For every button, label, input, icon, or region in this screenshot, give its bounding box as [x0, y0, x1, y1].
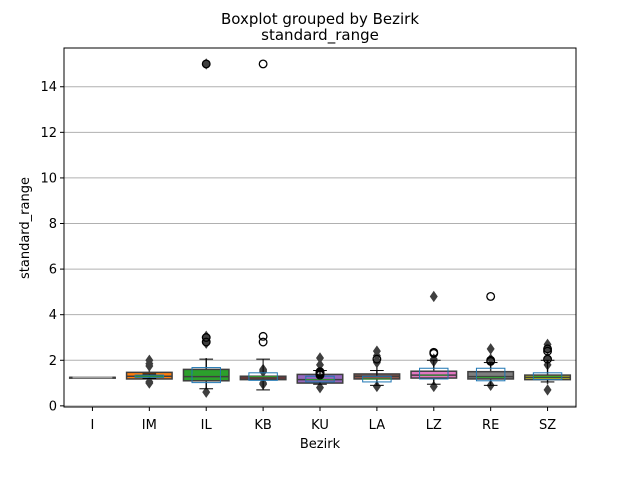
x-tick-label: KB — [254, 418, 271, 433]
pandas-box — [419, 367, 449, 380]
pandas-flier — [315, 367, 325, 377]
seaborn-flier — [202, 386, 211, 398]
pandas-flier — [429, 347, 439, 357]
pandas-box-group — [362, 354, 392, 386]
pandas-flier — [258, 59, 268, 69]
axis-layer: 0 2 4 6 8 10 12 14 I IM IL KB KU LA LZ RE SZ — [40, 80, 556, 433]
y-tick-label: 0 — [49, 399, 57, 414]
y-tick-label: 10 — [40, 171, 57, 186]
pandas-box-group — [134, 373, 165, 380]
seaborn-box-group — [467, 343, 515, 392]
chart-suptitle: Boxplot grouped by Bezirk — [221, 10, 419, 28]
x-tick-label: IM — [142, 418, 157, 433]
pandas-flier — [372, 354, 382, 364]
seaborn-flier — [316, 352, 324, 364]
seaborn-flier — [145, 354, 154, 366]
seaborn-box-group — [125, 354, 173, 389]
x-tick-label: RE — [482, 418, 499, 433]
seaborn-flier — [486, 343, 495, 355]
pandas-box-group — [191, 59, 221, 390]
x-tick-label: KU — [311, 418, 329, 433]
seaborn-box — [467, 370, 515, 380]
x-tick-label: IL — [201, 418, 213, 433]
pandas-flier — [543, 344, 553, 354]
seaborn-flier — [429, 290, 438, 303]
seaborn-flier — [316, 381, 324, 394]
y-tick-label: 12 — [40, 126, 57, 141]
pandas-box-group — [475, 292, 506, 386]
x-tick-label: LZ — [426, 418, 442, 433]
pandas-flier — [486, 355, 496, 365]
y-tick-label: 4 — [49, 308, 57, 323]
chart-title: standard_range — [261, 26, 379, 45]
x-tick-label: SZ — [539, 418, 556, 433]
y-tick-label: 6 — [49, 263, 57, 278]
pandas-box-group — [532, 344, 563, 383]
pandas-flier — [258, 337, 268, 347]
seaborn-flier — [372, 345, 381, 357]
seaborn-flier — [543, 384, 552, 396]
pandas-flier — [486, 292, 496, 301]
pandas-box-group — [305, 367, 335, 385]
y-tick-label: 8 — [49, 217, 57, 232]
y-tick-label: 14 — [40, 80, 57, 95]
pandas-flier — [201, 337, 211, 347]
x-tick-label: I — [91, 418, 95, 433]
seaborn-flier — [543, 338, 552, 351]
pandas-flier — [258, 331, 268, 341]
x-tick-label: LA — [369, 418, 386, 433]
x-axis-label: Bezirk — [300, 437, 341, 452]
pandas-flier — [201, 333, 211, 342]
pandas-box — [475, 367, 506, 382]
seaborn-flier — [372, 380, 381, 393]
seaborn-flier — [202, 58, 211, 70]
seaborn-flier — [145, 376, 154, 388]
y-tick-label: 2 — [49, 354, 57, 369]
pandas-box-group — [248, 59, 278, 391]
plot-frame — [63, 47, 577, 408]
y-axis-label: standard_range — [18, 177, 33, 279]
pandas-flier — [201, 59, 211, 69]
pandas-box-group — [419, 347, 449, 385]
box-layer — [68, 58, 572, 398]
